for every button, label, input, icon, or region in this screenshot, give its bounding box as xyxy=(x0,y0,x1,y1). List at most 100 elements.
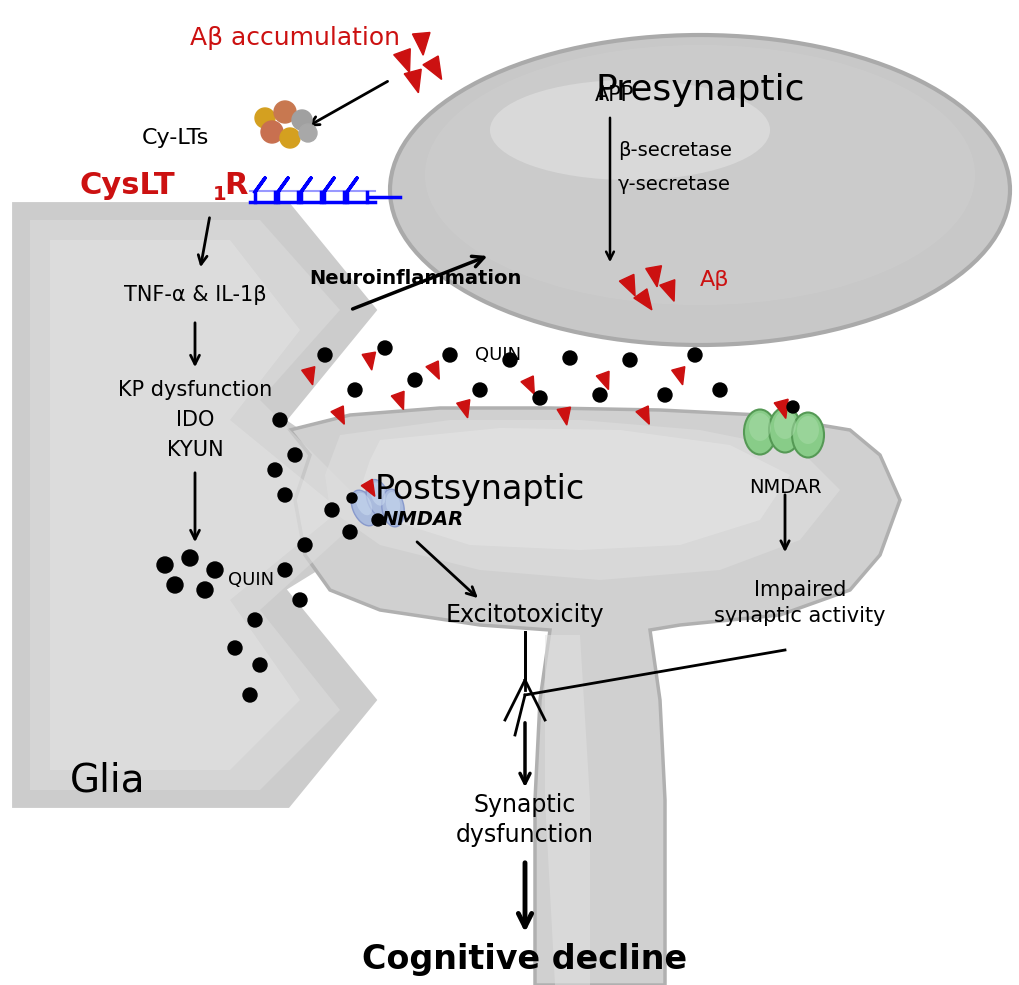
Circle shape xyxy=(274,101,296,123)
Polygon shape xyxy=(659,280,675,301)
Polygon shape xyxy=(521,376,534,394)
Circle shape xyxy=(181,550,198,566)
Text: β-secretase: β-secretase xyxy=(618,141,732,160)
Polygon shape xyxy=(362,352,375,370)
Circle shape xyxy=(657,388,672,402)
Text: Postsynaptic: Postsynaptic xyxy=(375,474,585,506)
Ellipse shape xyxy=(366,480,389,516)
Text: KYUN: KYUN xyxy=(166,440,223,460)
Ellipse shape xyxy=(796,416,818,444)
Circle shape xyxy=(197,582,213,598)
Circle shape xyxy=(243,688,257,702)
Polygon shape xyxy=(361,480,374,496)
Ellipse shape xyxy=(773,411,795,439)
Text: Impaired
synaptic activity: Impaired synaptic activity xyxy=(713,580,884,626)
Polygon shape xyxy=(302,366,315,385)
Polygon shape xyxy=(645,266,661,287)
Polygon shape xyxy=(391,391,404,410)
Circle shape xyxy=(473,383,486,397)
Circle shape xyxy=(157,557,173,573)
Circle shape xyxy=(278,563,291,577)
Circle shape xyxy=(712,383,727,397)
Circle shape xyxy=(268,463,281,477)
Circle shape xyxy=(533,391,546,405)
Circle shape xyxy=(346,493,357,503)
Polygon shape xyxy=(457,400,470,418)
Polygon shape xyxy=(596,371,608,390)
Ellipse shape xyxy=(425,45,974,305)
Ellipse shape xyxy=(743,410,775,454)
Polygon shape xyxy=(50,240,339,770)
Ellipse shape xyxy=(351,491,376,526)
Polygon shape xyxy=(330,406,344,425)
Polygon shape xyxy=(412,33,430,55)
Polygon shape xyxy=(325,420,840,580)
Circle shape xyxy=(325,503,338,517)
Ellipse shape xyxy=(356,492,372,515)
Circle shape xyxy=(280,128,300,148)
Circle shape xyxy=(253,658,267,672)
Polygon shape xyxy=(289,408,899,985)
Polygon shape xyxy=(773,399,788,419)
Circle shape xyxy=(291,110,312,130)
Text: APP: APP xyxy=(594,85,634,105)
Text: Aβ accumulation: Aβ accumulation xyxy=(190,26,399,50)
Text: Glia: Glia xyxy=(70,761,146,799)
Circle shape xyxy=(292,593,307,607)
Ellipse shape xyxy=(385,492,399,516)
Text: Aβ: Aβ xyxy=(699,270,729,290)
Circle shape xyxy=(623,353,637,367)
Text: 1: 1 xyxy=(213,185,226,205)
Text: Neuroinflammation: Neuroinflammation xyxy=(309,269,521,288)
Ellipse shape xyxy=(489,80,769,180)
Ellipse shape xyxy=(381,490,404,527)
Ellipse shape xyxy=(748,413,770,441)
Polygon shape xyxy=(423,56,441,80)
Ellipse shape xyxy=(768,408,800,452)
Text: Cognitive decline: Cognitive decline xyxy=(362,944,687,976)
Circle shape xyxy=(342,525,357,539)
Polygon shape xyxy=(426,361,439,379)
Ellipse shape xyxy=(389,35,1009,345)
Polygon shape xyxy=(672,366,684,385)
Polygon shape xyxy=(404,69,421,93)
Text: Presynaptic: Presynaptic xyxy=(595,73,804,107)
Circle shape xyxy=(287,448,302,462)
Circle shape xyxy=(502,353,517,367)
Circle shape xyxy=(299,124,317,142)
Circle shape xyxy=(562,351,577,365)
Polygon shape xyxy=(633,289,651,310)
Circle shape xyxy=(442,348,457,362)
Circle shape xyxy=(255,108,275,128)
Circle shape xyxy=(261,121,282,143)
Polygon shape xyxy=(635,406,649,425)
Polygon shape xyxy=(30,220,370,790)
Circle shape xyxy=(592,388,606,402)
Text: IDO: IDO xyxy=(175,410,214,430)
Circle shape xyxy=(278,488,291,502)
Circle shape xyxy=(787,401,798,413)
Text: Excitotoxicity: Excitotoxicity xyxy=(445,603,603,627)
Text: TNF-α & IL-1β: TNF-α & IL-1β xyxy=(123,285,266,305)
Text: Synaptic
dysfunction: Synaptic dysfunction xyxy=(455,793,593,847)
Circle shape xyxy=(248,613,262,627)
Polygon shape xyxy=(393,48,410,73)
Circle shape xyxy=(378,341,391,355)
Circle shape xyxy=(207,562,223,578)
Circle shape xyxy=(298,538,312,552)
Circle shape xyxy=(347,383,362,397)
Polygon shape xyxy=(544,635,589,985)
Polygon shape xyxy=(360,428,790,550)
Circle shape xyxy=(372,514,383,526)
Polygon shape xyxy=(556,407,570,426)
Text: NMDAR: NMDAR xyxy=(748,478,820,497)
Circle shape xyxy=(408,373,422,387)
Circle shape xyxy=(273,413,286,427)
Text: CysLT: CysLT xyxy=(79,170,175,200)
Polygon shape xyxy=(619,275,635,295)
Ellipse shape xyxy=(370,483,385,505)
Text: γ-secretase: γ-secretase xyxy=(618,175,731,194)
Text: NMDAR: NMDAR xyxy=(382,510,464,529)
Text: QUIN: QUIN xyxy=(475,346,521,364)
Text: Cy-LTs: Cy-LTs xyxy=(142,128,209,148)
